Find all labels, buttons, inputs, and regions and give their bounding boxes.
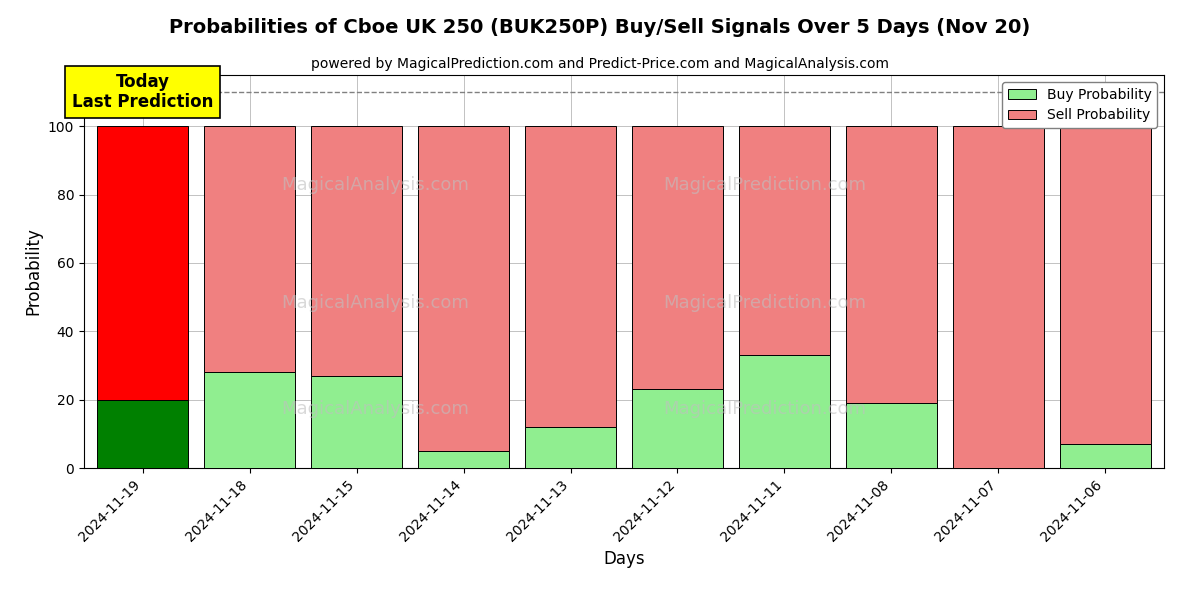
- Text: Probabilities of Cboe UK 250 (BUK250P) Buy/Sell Signals Over 5 Days (Nov 20): Probabilities of Cboe UK 250 (BUK250P) B…: [169, 18, 1031, 37]
- Bar: [632, 389, 722, 468]
- Bar: [204, 373, 295, 468]
- Legend: Buy Probability, Sell Probability: Buy Probability, Sell Probability: [1002, 82, 1157, 128]
- Text: MagicalPrediction.com: MagicalPrediction.com: [662, 294, 866, 312]
- Y-axis label: Probability: Probability: [24, 227, 42, 316]
- Bar: [739, 126, 830, 355]
- Bar: [526, 126, 616, 427]
- Bar: [311, 376, 402, 468]
- Text: powered by MagicalPrediction.com and Predict-Price.com and MagicalAnalysis.com: powered by MagicalPrediction.com and Pre…: [311, 57, 889, 71]
- Bar: [846, 403, 937, 468]
- X-axis label: Days: Days: [604, 550, 644, 568]
- Bar: [632, 126, 722, 389]
- Bar: [418, 451, 509, 468]
- Bar: [1060, 126, 1151, 444]
- Bar: [418, 126, 509, 451]
- Text: MagicalAnalysis.com: MagicalAnalysis.com: [282, 400, 469, 418]
- Bar: [846, 126, 937, 403]
- Text: Today
Last Prediction: Today Last Prediction: [72, 73, 214, 112]
- Text: MagicalAnalysis.com: MagicalAnalysis.com: [282, 294, 469, 312]
- Bar: [1060, 444, 1151, 468]
- Bar: [526, 427, 616, 468]
- Text: MagicalPrediction.com: MagicalPrediction.com: [662, 176, 866, 194]
- Bar: [204, 126, 295, 373]
- Bar: [97, 126, 188, 400]
- Bar: [311, 126, 402, 376]
- Text: MagicalPrediction.com: MagicalPrediction.com: [662, 400, 866, 418]
- Bar: [97, 400, 188, 468]
- Text: MagicalAnalysis.com: MagicalAnalysis.com: [282, 176, 469, 194]
- Bar: [739, 355, 830, 468]
- Bar: [953, 126, 1044, 468]
